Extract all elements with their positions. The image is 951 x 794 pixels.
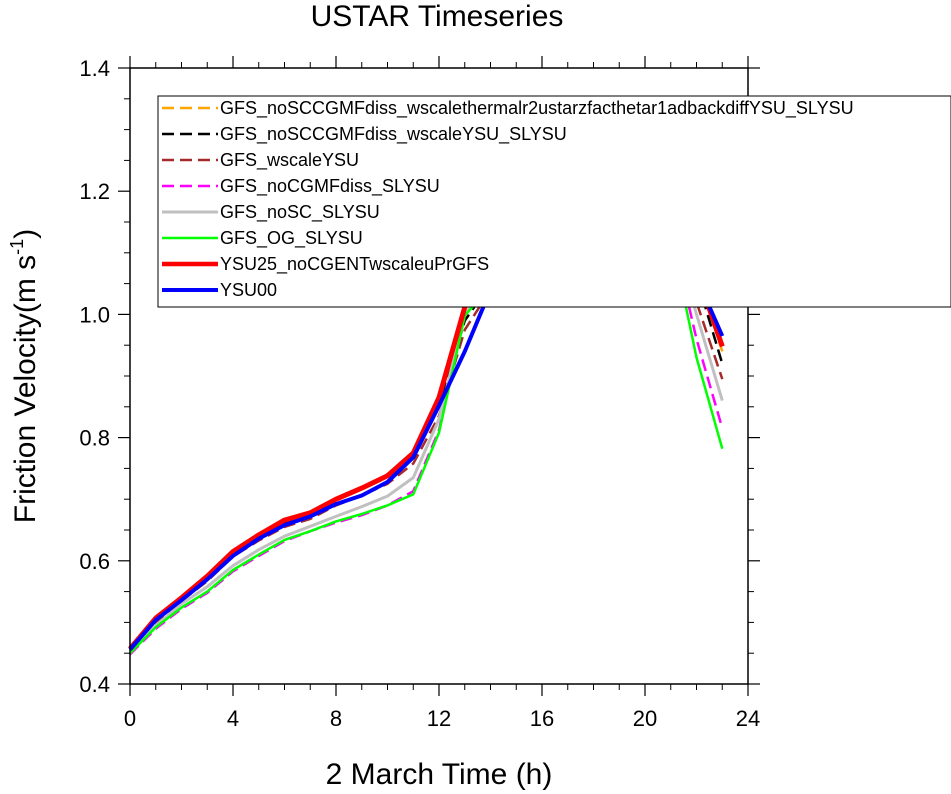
y-axis-label-superscript: -1 [7, 239, 27, 255]
legend-label-8: YSU00 [220, 280, 277, 300]
y-axis-label-close: ) [9, 229, 42, 239]
legend-label-7: YSU25_noCGENTwscaleuPrGFS [220, 254, 489, 275]
x-axis-label: 2 March Time (h) [326, 758, 553, 791]
legend-label-6: GFS_OG_SLYSU [220, 228, 363, 249]
legend-label-2: GFS_noSCCGMFdiss_wscaleYSU_SLYSU [220, 124, 567, 145]
x-tick-label: 4 [227, 706, 239, 731]
legend: GFS_noSCCGMFdiss_wscalethermalr2ustarzfa… [157, 95, 951, 308]
y-tick-label: 1.0 [79, 302, 110, 327]
y-tick-label: 0.8 [79, 426, 110, 451]
y-tick-label: 1.4 [79, 56, 110, 81]
x-tick-label: 8 [330, 706, 342, 731]
y-tick-label: 0.6 [79, 549, 110, 574]
x-tick-label: 12 [427, 706, 451, 731]
y-tick-label: 0.4 [79, 672, 110, 697]
legend-label-5: GFS_noSC_SLYSU [220, 202, 380, 223]
x-tick-label: 24 [736, 706, 760, 731]
y-axis-label-main: Friction Velocity(m s [9, 255, 42, 523]
legend-box [157, 95, 951, 308]
x-tick-label: 16 [530, 706, 554, 731]
tick-labels-layer: 0 4 8 12 16 20 24 0.4 0.6 0.8 1.0 1.2 1.4 [79, 56, 760, 731]
y-tick-label: 1.2 [79, 179, 110, 204]
ticks-layer [118, 56, 760, 696]
legend-label-1: GFS_noSCCGMFdiss_wscalethermalr2ustarzfa… [220, 98, 854, 119]
chart-title: USTAR Timeseries [311, 0, 564, 33]
legend-label-4: GFS_noCGMFdiss_SLYSU [220, 176, 440, 197]
legend-label-3: GFS_wscaleYSU [220, 150, 359, 171]
x-tick-label: 20 [633, 706, 657, 731]
y-axis-label: Friction Velocity(m s-1) [7, 229, 42, 523]
legend-items: GFS_noSCCGMFdiss_wscalethermalr2ustarzfa… [162, 98, 854, 300]
x-tick-label: 0 [124, 706, 136, 731]
